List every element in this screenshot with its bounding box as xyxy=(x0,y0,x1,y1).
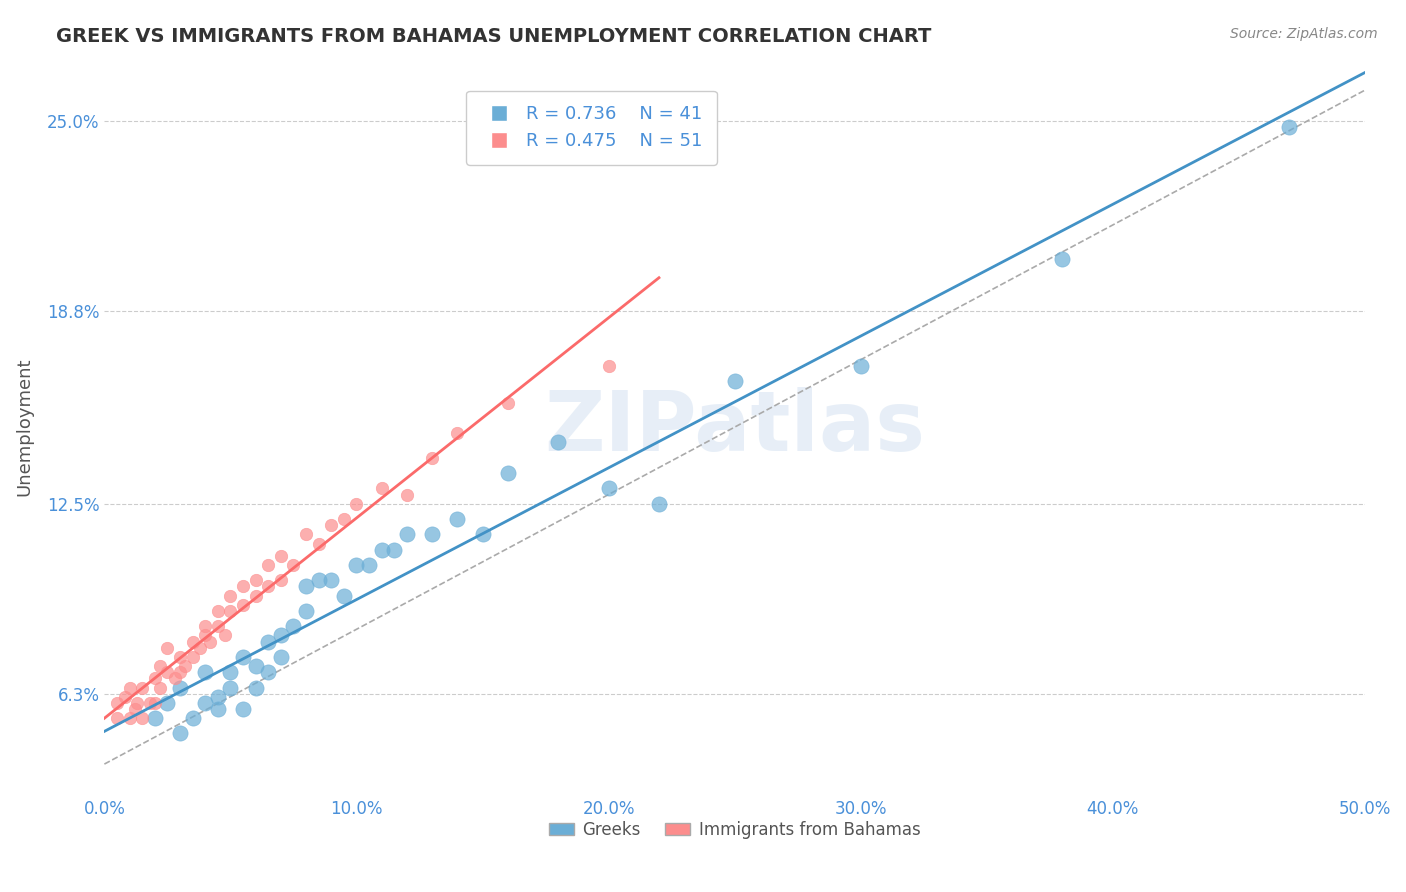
Point xyxy=(124,702,146,716)
Point xyxy=(156,696,179,710)
Point xyxy=(131,711,153,725)
Point xyxy=(156,665,179,680)
Point xyxy=(232,598,254,612)
Point xyxy=(169,681,191,695)
Point xyxy=(207,619,229,633)
Point xyxy=(257,665,280,680)
Point xyxy=(219,589,242,603)
Point xyxy=(219,604,242,618)
Point xyxy=(1052,252,1074,266)
Point xyxy=(849,359,872,373)
Point xyxy=(127,696,149,710)
Point xyxy=(143,696,166,710)
Point xyxy=(219,681,242,695)
Point xyxy=(648,497,671,511)
Point xyxy=(370,482,392,496)
Point xyxy=(149,659,172,673)
Point xyxy=(139,696,162,710)
Point xyxy=(295,579,318,593)
Point xyxy=(283,558,305,572)
Point xyxy=(333,512,356,526)
Point xyxy=(214,628,236,642)
Point xyxy=(207,690,229,704)
Point xyxy=(598,359,620,373)
Point xyxy=(207,702,229,716)
Point xyxy=(114,690,136,704)
Point xyxy=(149,681,172,695)
Point xyxy=(357,558,380,572)
Text: GREEK VS IMMIGRANTS FROM BAHAMAS UNEMPLOYMENT CORRELATION CHART: GREEK VS IMMIGRANTS FROM BAHAMAS UNEMPLO… xyxy=(56,27,932,45)
Point xyxy=(143,671,166,685)
Point xyxy=(283,619,305,633)
Point xyxy=(105,711,128,725)
Point xyxy=(245,681,267,695)
Point xyxy=(370,542,392,557)
Point xyxy=(257,634,280,648)
Point xyxy=(308,574,330,588)
Point xyxy=(295,604,318,618)
Point xyxy=(295,527,318,541)
Point xyxy=(471,527,494,541)
Point xyxy=(723,374,745,388)
Point xyxy=(245,659,267,673)
Point xyxy=(207,604,229,618)
Point xyxy=(169,726,191,740)
Point xyxy=(194,619,217,633)
Point xyxy=(232,579,254,593)
Point xyxy=(245,574,267,588)
Point xyxy=(131,681,153,695)
Point xyxy=(200,634,222,648)
Point xyxy=(270,549,292,563)
Point xyxy=(174,659,197,673)
Point xyxy=(346,558,368,572)
Point xyxy=(232,649,254,664)
Point xyxy=(105,696,128,710)
Point xyxy=(270,628,292,642)
Point xyxy=(395,487,418,501)
Point xyxy=(143,711,166,725)
Point xyxy=(194,628,217,642)
Point xyxy=(321,518,343,533)
Point xyxy=(257,579,280,593)
Point xyxy=(194,696,217,710)
Point xyxy=(395,527,418,541)
Point xyxy=(446,426,468,441)
Point xyxy=(194,665,217,680)
Point xyxy=(446,512,468,526)
Text: Source: ZipAtlas.com: Source: ZipAtlas.com xyxy=(1230,27,1378,41)
Point xyxy=(156,640,179,655)
Point xyxy=(420,527,443,541)
Point xyxy=(308,536,330,550)
Point xyxy=(169,649,191,664)
Point xyxy=(270,649,292,664)
Point xyxy=(270,574,292,588)
Point xyxy=(163,671,186,685)
Y-axis label: Unemployment: Unemployment xyxy=(15,358,32,497)
Point xyxy=(181,634,204,648)
Point xyxy=(219,665,242,680)
Point xyxy=(232,702,254,716)
Point xyxy=(257,558,280,572)
Point xyxy=(118,681,141,695)
Point xyxy=(181,649,204,664)
Point xyxy=(496,466,519,480)
Point xyxy=(1278,120,1301,134)
Point xyxy=(181,711,204,725)
Point xyxy=(598,482,620,496)
Point xyxy=(333,589,356,603)
Point xyxy=(118,711,141,725)
Point xyxy=(321,574,343,588)
Point xyxy=(245,589,267,603)
Point xyxy=(346,497,368,511)
Point xyxy=(169,665,191,680)
Point xyxy=(420,450,443,465)
Point xyxy=(496,395,519,409)
Point xyxy=(547,435,569,450)
Point xyxy=(188,640,211,655)
Text: ZIPatlas: ZIPatlas xyxy=(544,386,925,467)
Point xyxy=(382,542,405,557)
Legend: Greeks, Immigrants from Bahamas: Greeks, Immigrants from Bahamas xyxy=(543,814,927,846)
